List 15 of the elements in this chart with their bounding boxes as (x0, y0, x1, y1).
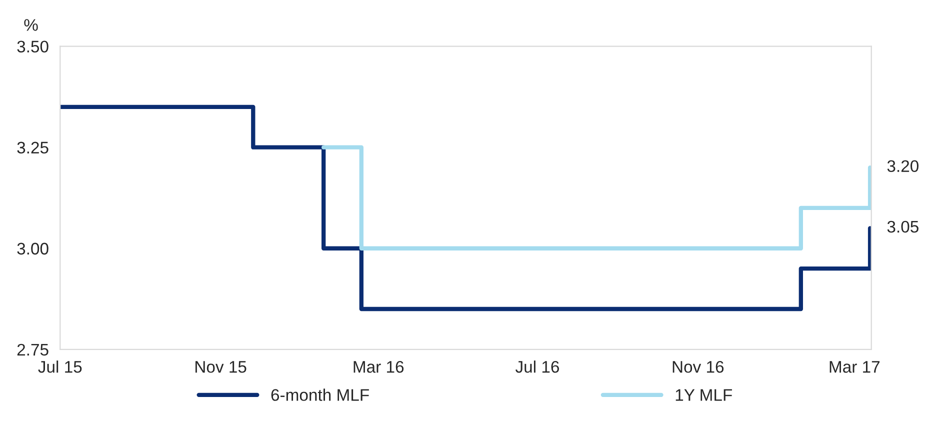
x-tick-label: Jul 16 (515, 360, 559, 373)
legend-label: 6-month MLF (271, 388, 369, 401)
y-tick-label: 3.50 (17, 40, 48, 53)
annotation: 3.20 (887, 160, 918, 172)
y-tick-label: 3.00 (17, 242, 48, 255)
x-tick-label: Mar 16 (354, 360, 404, 373)
x-tick-label: Nov 16 (672, 360, 724, 373)
y-axis-title: % (24, 19, 38, 31)
y-tick-label: 3.25 (17, 142, 48, 154)
legend-label: 1Y MLF (676, 389, 732, 401)
annotation: 3.05 (887, 220, 918, 233)
x-tick-label: Nov 15 (196, 361, 246, 373)
y-tick-label: 2.75 (17, 344, 48, 356)
x-tick-label: Mar 17 (830, 361, 880, 373)
x-tick-label: Jul 15 (38, 360, 82, 373)
